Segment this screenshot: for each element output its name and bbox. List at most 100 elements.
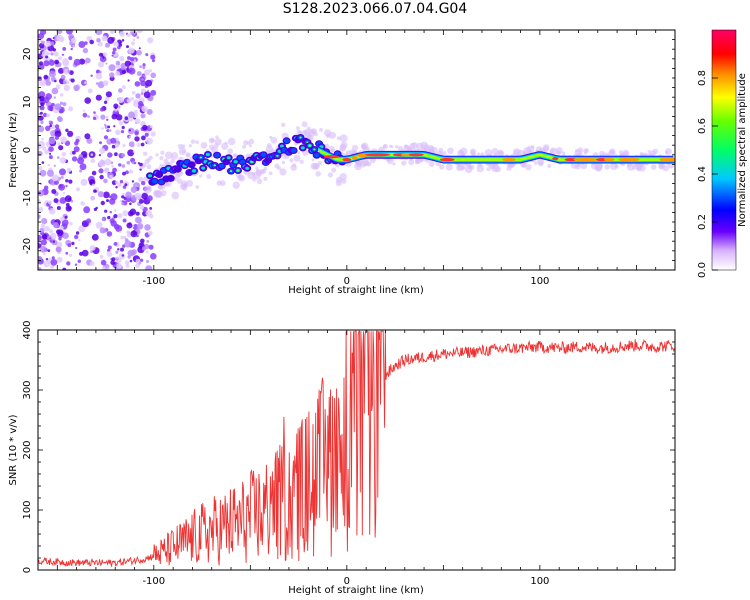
heatmap-noise-blob: [75, 187, 81, 192]
heatmap-halo-blob: [268, 171, 273, 176]
x-tick-label: -100: [142, 576, 165, 587]
heatmap-noise-blob: [140, 113, 146, 119]
heatmap-noise-blob: [139, 168, 142, 171]
heatmap-noise-blob: [67, 243, 72, 248]
heatmap-noise-blob: [126, 98, 132, 103]
heatmap-noise-blob: [55, 78, 58, 81]
heatmap-halo-blob: [392, 162, 396, 166]
heatmap-halo-blob: [146, 164, 152, 170]
heatmap-halo-blob: [577, 147, 584, 153]
heatmap-noise-blob: [95, 30, 103, 36]
heatmap-noise-blob: [121, 39, 125, 42]
heatmap-noise-blob: [133, 161, 137, 165]
heatmap-halo-blob: [242, 144, 247, 149]
heatmap-noise-blob: [44, 185, 49, 190]
heatmap-noise-blob: [54, 79, 57, 83]
heatmap-hotspot: [323, 155, 339, 159]
heatmap-noise-blob: [44, 225, 50, 232]
heatmap-halo-blob: [274, 163, 280, 169]
heatmap-ridge-blob: [205, 152, 210, 157]
heatmap-noise-blob: [62, 80, 67, 85]
heatmap-halo-blob: [632, 166, 636, 170]
figure-title: S128.2023.066.07.04.G04: [282, 1, 468, 17]
heatmap-noise-blob: [72, 44, 76, 48]
heatmap-noise-blob: [100, 259, 107, 266]
heatmap-noise-blob: [89, 261, 95, 266]
heatmap-halo-blob: [339, 134, 348, 143]
heatmap-noise-blob: [61, 53, 65, 56]
heatmap-noise-blob: [109, 218, 115, 224]
heatmap-halo-blob: [477, 152, 481, 156]
heatmap-noise-blob: [90, 153, 94, 156]
heatmap-noise-blob: [141, 135, 146, 141]
heatmap-noise-blob: [106, 251, 113, 257]
heatmap-noise-blob: [128, 135, 132, 139]
heatmap-halo-blob: [604, 164, 610, 170]
heatmap-noise-blob: [75, 246, 78, 250]
heatmap-noise-blob: [144, 224, 151, 231]
heatmap-ridge-blob: [250, 160, 254, 163]
heatmap-noise-blob: [38, 199, 41, 204]
heatmap-noise-blob: [113, 223, 120, 230]
heatmap-halo-blob: [664, 150, 669, 155]
heatmap-noise-blob: [116, 263, 122, 269]
heatmap-ridge-blob: [308, 144, 311, 147]
heatmap-noise-blob: [104, 158, 112, 166]
heatmap-noise-blob: [141, 192, 148, 200]
heatmap-noise-blob: [127, 79, 130, 82]
heatmap-halo-blob: [429, 146, 434, 151]
heatmap-halo-blob: [599, 163, 603, 168]
heatmap-noise-blob: [115, 129, 121, 136]
heatmap-halo-blob: [313, 163, 320, 170]
heatmap-noise-blob: [56, 34, 64, 42]
heatmap-halo-blob: [227, 148, 234, 155]
colorbar-gradient: [711, 29, 737, 271]
heatmap-noise-blob: [62, 191, 66, 195]
heatmap-noise-blob: [103, 100, 108, 105]
heatmap-noise-blob: [107, 245, 112, 250]
heatmap-noise-blob: [134, 118, 141, 125]
y-tick-label: 20: [22, 48, 33, 61]
heatmap-noise-blob: [41, 40, 45, 45]
heatmap-halo-blob: [460, 151, 464, 155]
heatmap-noise-blob: [141, 246, 147, 251]
heatmap-noise-blob: [135, 263, 141, 269]
heatmap-noise-blob: [131, 91, 136, 95]
heatmap-halo-blob: [209, 144, 215, 150]
heatmap-noise-blob: [131, 225, 135, 228]
heatmap-halo-blob: [176, 178, 183, 185]
heatmap-noise-blob: [71, 241, 75, 246]
heatmap-noise-blob: [104, 96, 110, 102]
heatmap-halo-blob: [491, 164, 500, 173]
heatmap-halo-blob: [595, 166, 601, 172]
heatmap-halo-blob: [155, 190, 163, 198]
heatmap-noise-blob: [106, 118, 109, 122]
heatmap-halo-blob: [171, 191, 180, 200]
heatmap-noise-blob: [124, 240, 132, 248]
heatmap-halo-blob: [336, 136, 341, 141]
heatmap-noise-blob: [68, 179, 73, 184]
heatmap-noise-blob: [45, 141, 50, 146]
heatmap-noise-blob: [103, 178, 108, 184]
heatmap-halo-blob: [199, 174, 203, 178]
heatmap-halo-blob: [232, 153, 237, 158]
heatmap-noise-blob: [107, 215, 111, 220]
heatmap-ridge-blob: [201, 166, 206, 170]
heatmap-halo-blob: [186, 153, 190, 158]
heatmap-noise-blob: [122, 244, 126, 248]
heatmap-noise-blob: [82, 47, 89, 54]
heatmap-noise-blob: [122, 185, 127, 189]
heatmap-noise-blob: [139, 205, 145, 210]
colorbar-label: Normalized spectral amplitude: [737, 73, 748, 227]
heatmap-noise-blob: [41, 80, 46, 85]
heatmap-noise-blob: [146, 250, 149, 254]
heatmap-noise-blob: [99, 174, 104, 180]
heatmap-noise-blob: [41, 233, 48, 240]
y-tick-label: -20: [22, 238, 33, 254]
heatmap-noise-blob: [62, 47, 67, 51]
heatmap-noise-blob: [59, 93, 64, 97]
heatmap-noise-blob: [132, 150, 135, 153]
heatmap-noise-blob: [38, 61, 44, 66]
heatmap-noise-blob: [122, 192, 125, 196]
